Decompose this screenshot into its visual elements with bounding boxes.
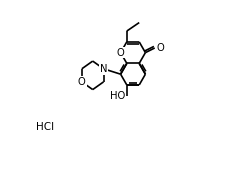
Text: O: O [78,77,86,87]
Text: HCl: HCl [36,122,54,131]
Text: N: N [100,64,107,74]
Text: O: O [156,43,164,53]
Text: HO: HO [110,91,125,101]
Text: O: O [117,48,124,58]
